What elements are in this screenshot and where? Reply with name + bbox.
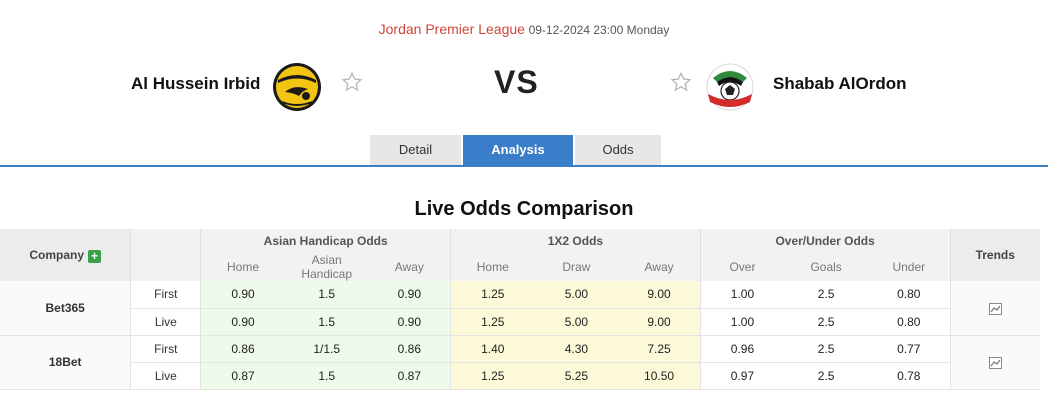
odds-cell: 0.90 [368,281,452,309]
vs-label: VS [494,64,539,100]
odds-cell: 10.50 [618,362,701,390]
odds-cell: 1.00 [700,281,785,309]
subheader-ah-away: Away [368,253,452,281]
tab-detail[interactable]: Detail [370,135,461,165]
odds-cell: 0.80 [868,308,950,336]
trend-chart-icon[interactable] [988,302,1002,315]
phase-label: First [130,335,202,363]
trends-header: Trends [949,229,1040,281]
match-tabs: Detail Analysis Odds [370,135,663,165]
subheader-ou-goals: Goals [784,253,869,281]
odds-comparison-table: Company + Asian Handicap Odds 1X2 Odds Ov… [0,229,1040,390]
odds-cell: 1.40 [450,335,535,363]
odds-cell: 0.80 [868,281,950,309]
odds-cell: 5.00 [534,281,619,309]
tab-underline [0,165,1048,167]
subheader-1x2-away: Away [618,253,701,281]
odds-cell: 1/1.5 [284,335,369,363]
favorite-star-icon[interactable] [670,71,692,93]
phase-label: First [130,281,202,309]
odds-cell: 0.90 [200,308,285,336]
odds-cell: 1.25 [450,281,535,309]
tab-odds[interactable]: Odds [575,135,661,165]
subheader-ah-line: Asian Handicap [284,253,369,281]
away-team-logo [706,63,754,111]
table-row: Bet365 First 0.90 1.5 0.90 1.25 5.00 9.0… [0,281,1040,336]
odds-cell: 2.5 [784,362,869,390]
odds-cell: 1.25 [450,308,535,336]
over-under-header: Over/Under Odds [700,229,950,253]
odds-cell: 9.00 [618,281,701,309]
odds-cell: 2.5 [784,281,869,309]
table-row: Live 0.87 1.5 0.87 1.25 5.25 10.50 0.97 … [0,362,1040,390]
trend-chart-icon[interactable] [988,356,1002,369]
odds-cell: 9.00 [618,308,701,336]
subheader-ou-under: Under [868,253,950,281]
table-row: Live 0.90 1.5 0.90 1.25 5.00 9.00 1.00 2… [0,308,1040,336]
odds-cell: 2.5 [784,335,869,363]
odds-cell: 0.96 [700,335,785,363]
odds-cell: 1.5 [284,362,369,390]
section-title: Live Odds Comparison [414,198,634,220]
odds-cell: 0.97 [700,362,785,390]
odds-cell: 7.25 [618,335,701,363]
subheader-1x2-draw: Draw [534,253,619,281]
odds-cell: 5.00 [534,308,619,336]
odds-cell: 1.5 [284,281,369,309]
away-team-name[interactable]: Shabab AlOrdon [773,74,907,93]
favorite-star-icon[interactable] [341,71,363,93]
company-header-label: Company [29,247,85,262]
odds-cell: 4.30 [534,335,619,363]
odds-cell: 1.25 [450,362,535,390]
table-row: 18Bet First 0.86 1/1.5 0.86 1.40 4.30 7.… [0,335,1040,390]
odds-cell: 0.87 [200,362,285,390]
tab-analysis[interactable]: Analysis [463,135,573,165]
odds-cell: 0.90 [200,281,285,309]
company-name[interactable]: 18Bet [0,335,132,390]
home-team-logo [273,63,321,111]
subheader-ah-home: Home [200,253,285,281]
company-name[interactable]: Bet365 [0,281,132,336]
plus-icon[interactable]: + [88,249,102,263]
odds-cell: 0.87 [368,362,452,390]
odds-cell: 0.86 [200,335,285,363]
phase-header [130,229,202,281]
trend-cell [949,281,1040,336]
subheader-ou-over: Over [700,253,785,281]
odds-cell: 2.5 [784,308,869,336]
1x2-header: 1X2 Odds [450,229,701,253]
odds-cell: 1.5 [284,308,369,336]
league-name[interactable]: Jordan Premier League [378,21,525,37]
phase-label: Live [130,308,202,336]
odds-cell: 0.86 [368,335,452,363]
odds-cell: 0.78 [868,362,950,390]
odds-cell: 5.25 [534,362,619,390]
odds-cell: 0.77 [868,335,950,363]
odds-cell: 0.90 [368,308,452,336]
match-datetime: 09-12-2024 23:00 Monday [528,23,670,37]
subheader-1x2-home: Home [450,253,535,281]
trend-cell [949,335,1040,390]
company-header[interactable]: Company + [0,229,132,281]
phase-label: Live [130,362,202,390]
match-header: Jordan Premier League 09-12-2024 23:00 M… [0,21,1048,37]
home-team-name[interactable]: Al Hussein Irbid [131,74,261,93]
odds-cell: 1.00 [700,308,785,336]
asian-handicap-header: Asian Handicap Odds [200,229,452,253]
